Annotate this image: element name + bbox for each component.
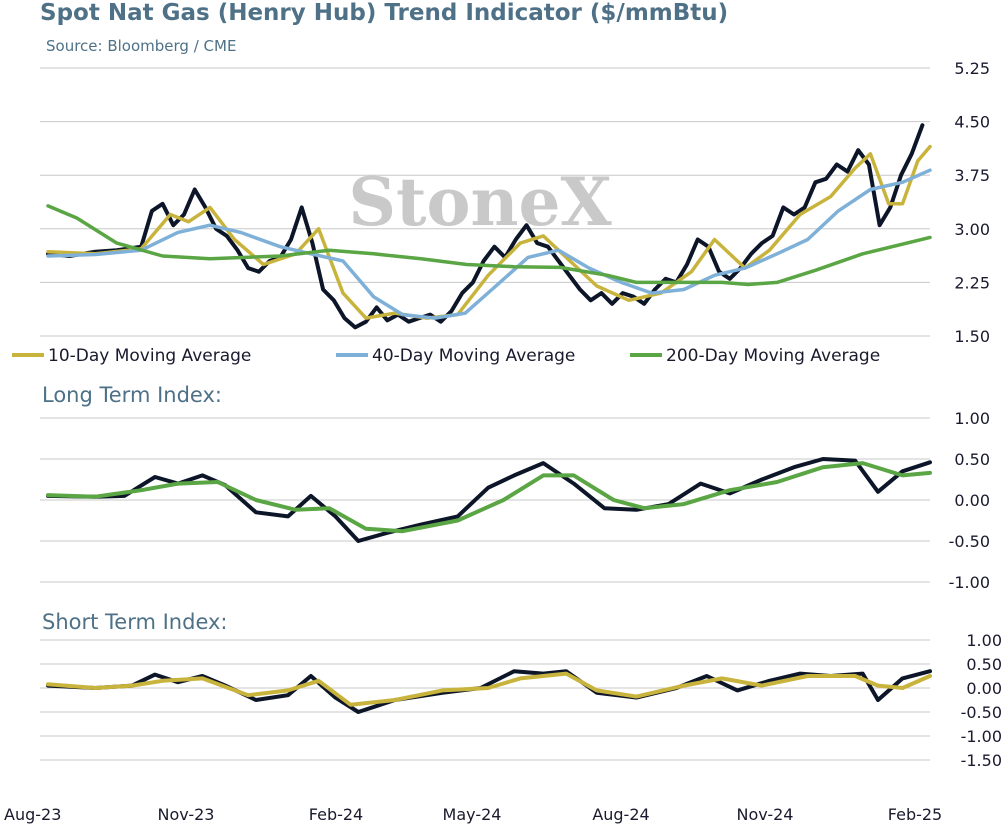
series-line-signal (46, 671, 932, 707)
legend-label: 200-Day Moving Average (666, 346, 880, 366)
x-tick-label: Aug-24 (592, 805, 649, 824)
y-tick-label: 3.00 (954, 220, 990, 239)
series-line-40-day-moving-average (46, 168, 932, 320)
panel-1: 1.00 0.50 0.00 -0.50 -1.00 (40, 409, 990, 592)
x-tick-label: Feb-25 (888, 805, 942, 824)
y-tick-label: 0.00 (966, 679, 1002, 698)
y-tick-label: -1.00 (949, 573, 990, 592)
series-line-signal (46, 461, 932, 534)
y-tick-label: 0.00 (954, 491, 990, 510)
y-tick-label: -0.50 (949, 532, 990, 551)
series-line-index (46, 457, 932, 543)
source-note: Source: Bloomberg / CME (46, 37, 237, 55)
x-tick-label: Aug-23 (4, 805, 61, 824)
series-line-200-day-moving-average (46, 204, 932, 287)
y-tick-label: -1.00 (961, 727, 1002, 746)
x-tick-label: Nov-23 (158, 805, 215, 824)
legend-label: 40-Day Moving Average (372, 346, 575, 366)
y-tick-label: 4.50 (954, 113, 990, 132)
y-tick-label: 5.25 (954, 59, 990, 78)
long-term-index-title: Long Term Index: (42, 383, 222, 407)
panel-2: 1.00 0.50 0.00 -0.50 -1.00 -1.50 (40, 631, 1002, 770)
y-tick-label: -0.50 (961, 703, 1002, 722)
panel-0: 5.25 4.50 3.75 3.00 2.25 1.50 (40, 59, 990, 346)
y-tick-label: 0.50 (966, 655, 1002, 674)
stonex-watermark: StoneX (348, 163, 612, 241)
x-tick-label: May-24 (443, 805, 502, 824)
y-tick-label: 2.25 (954, 273, 990, 292)
series-line-spot (46, 123, 925, 330)
short-term-index-title: Short Term Index: (42, 610, 228, 634)
y-tick-label: 1.00 (966, 631, 1002, 650)
page-title: Spot Nat Gas (Henry Hub) Trend Indicator… (40, 0, 729, 26)
y-tick-label: 0.50 (954, 450, 990, 469)
y-tick-label: -1.50 (961, 751, 1002, 770)
series-line-10-day-moving-average (46, 144, 932, 320)
x-tick-label: Feb-24 (309, 805, 363, 824)
x-tick-label: Nov-24 (737, 805, 794, 824)
y-tick-label: 3.75 (954, 166, 990, 185)
legend-label: 10-Day Moving Average (48, 346, 251, 366)
y-tick-label: 1.00 (954, 409, 990, 428)
y-tick-label: 1.50 (954, 327, 990, 346)
